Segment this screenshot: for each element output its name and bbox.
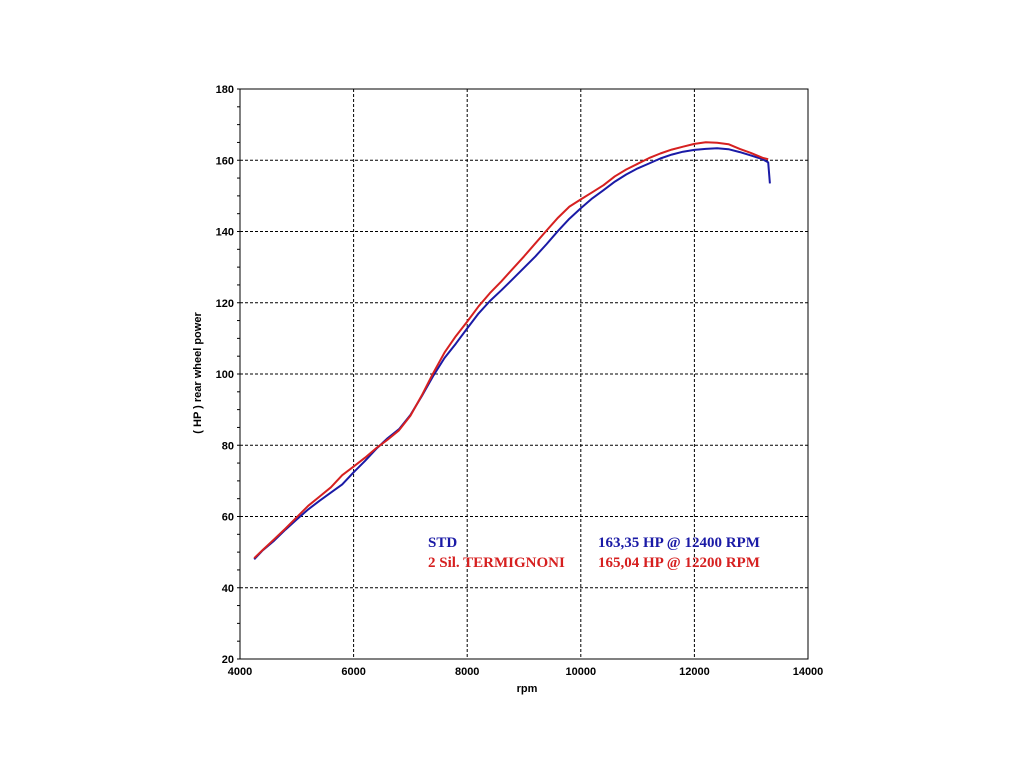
y-tick-label: 20 — [222, 654, 234, 666]
y-tick-label: 100 — [216, 369, 234, 381]
y-tick-label: 80 — [222, 440, 234, 452]
y-tick-label: 40 — [222, 583, 234, 595]
x-tick-label: 4000 — [228, 666, 252, 678]
legend-termignoni-name: 2 Sil. TERMIGNONI — [428, 555, 565, 571]
series-lines — [253, 141, 771, 560]
x-tick-label: 10000 — [566, 666, 597, 678]
legend-std-peak: 163,35 HP @ 12400 RPM — [598, 535, 760, 551]
x-tick-label: 14000 — [793, 666, 824, 678]
legend-termignoni-peak: 165,04 HP @ 12200 RPM — [598, 555, 760, 571]
y-tick-label: 160 — [216, 155, 234, 167]
x-tick-labels: 4000 6000 8000 10000 12000 14000 — [228, 666, 824, 678]
y-tick-label: 60 — [222, 512, 234, 524]
series-line-1 — [253, 141, 769, 559]
y-tick-labels: 20 40 60 80 100 120 140 160 180 — [216, 84, 234, 666]
y-tick-label: 140 — [216, 227, 234, 239]
x-tick-label: 6000 — [341, 666, 365, 678]
y-tick-label: 120 — [216, 298, 234, 310]
legend-std-name: STD — [428, 535, 457, 551]
x-tick-label: 8000 — [455, 666, 479, 678]
legend: STD 163,35 HP @ 12400 RPM 2 Sil. TERMIGN… — [428, 535, 760, 571]
plot-area — [239, 88, 809, 660]
x-axis-label: rpm — [517, 683, 538, 695]
x-tick-label: 12000 — [679, 666, 710, 678]
series-line-0 — [253, 147, 771, 560]
y-axis-label: ( HP ) rear wheel power — [192, 312, 204, 434]
grid — [240, 89, 808, 659]
y-minor-ticks — [237, 88, 240, 660]
y-tick-label: 180 — [216, 84, 234, 96]
